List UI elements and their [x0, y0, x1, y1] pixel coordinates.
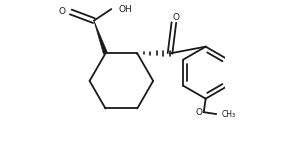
Text: CH₃: CH₃ — [222, 110, 236, 119]
Text: O: O — [59, 7, 66, 16]
Text: O: O — [195, 108, 202, 117]
Text: OH: OH — [119, 5, 133, 14]
Polygon shape — [94, 21, 108, 54]
Text: O: O — [172, 13, 179, 22]
